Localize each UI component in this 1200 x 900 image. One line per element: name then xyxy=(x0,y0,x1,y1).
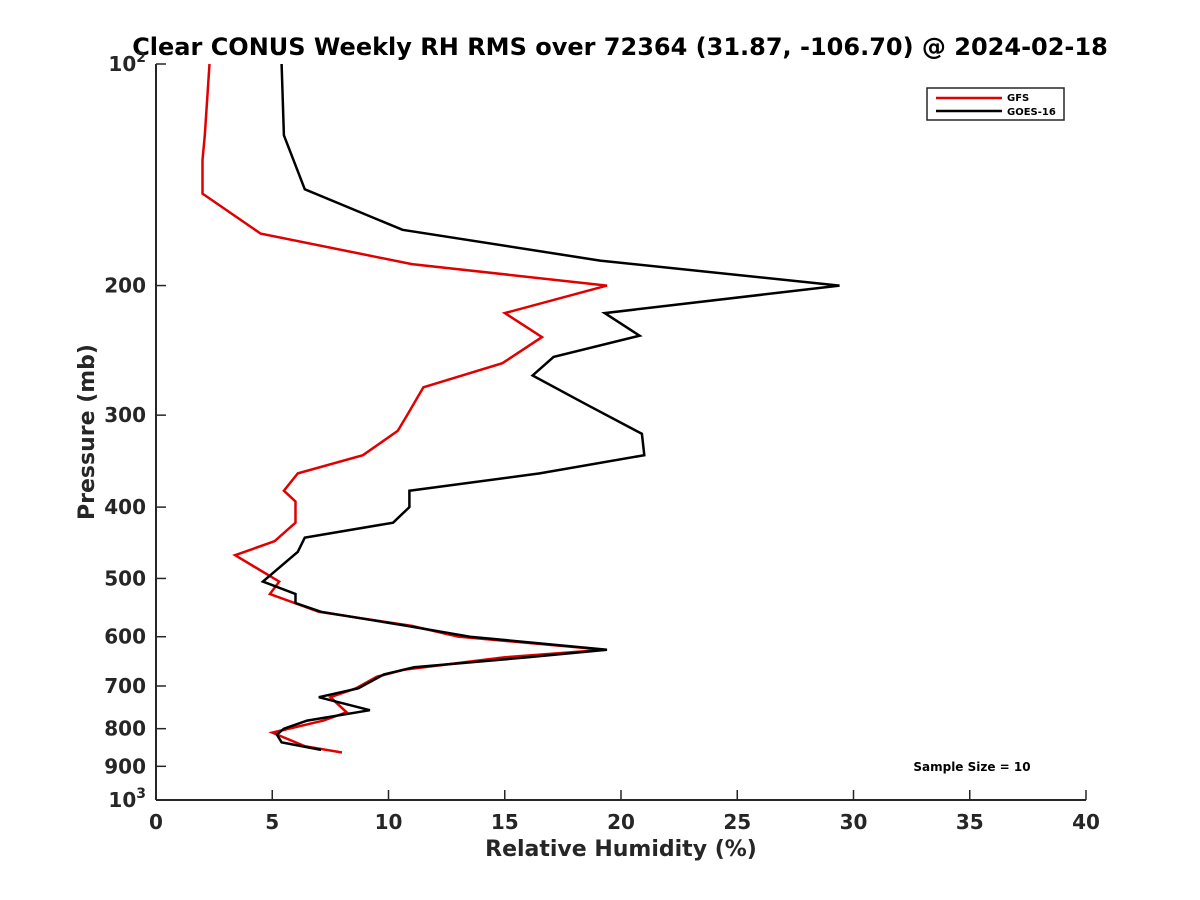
y-tick-label: 500 xyxy=(104,566,146,590)
plot-axes xyxy=(155,64,1086,801)
x-tick-label: 35 xyxy=(956,810,984,834)
y-tick-label: 102 xyxy=(108,50,146,76)
x-tick-label: 40 xyxy=(1072,810,1100,834)
series-layer xyxy=(201,63,840,754)
chart-title: Clear CONUS Weekly RH RMS over 72364 (31… xyxy=(132,33,1108,61)
x-tick-label: 25 xyxy=(723,810,751,834)
legend-box xyxy=(926,87,1065,121)
x-ticks: 0 5 10 15 20 25 30 35 40 xyxy=(149,790,1100,834)
y-tick-label: 400 xyxy=(104,495,146,519)
series-line-gfs xyxy=(201,63,608,754)
x-tick-label: 0 xyxy=(149,810,163,834)
legend-label-goes16: GOES-16 xyxy=(1007,107,1056,118)
legend-label-gfs: GFS xyxy=(1007,93,1029,104)
y-tick-label: 300 xyxy=(104,403,146,427)
x-axis-label: Relative Humidity (%) xyxy=(485,837,757,862)
sample-size-annotation: Sample Size = 10 xyxy=(913,760,1030,774)
x-tick-label: 20 xyxy=(607,810,635,834)
y-tick-label: 200 xyxy=(104,274,146,298)
y-tick-label: 600 xyxy=(104,625,146,649)
legend: GFS GOES-16 xyxy=(926,87,1065,121)
x-tick-label: 5 xyxy=(265,810,279,834)
series-line-goes16 xyxy=(260,63,840,752)
y-ticks: 102 200 300 400 500 600 700 800 900 103 xyxy=(104,50,166,812)
y-tick-label: 800 xyxy=(104,717,146,741)
y-axis-label: Pressure (mb) xyxy=(75,344,100,520)
y-tick-label: 700 xyxy=(104,674,146,698)
x-tick-label: 10 xyxy=(375,810,403,834)
y-tick-label: 103 xyxy=(108,786,146,812)
y-tick-label: 900 xyxy=(104,754,146,778)
x-tick-label: 30 xyxy=(840,810,868,834)
x-tick-label: 15 xyxy=(491,810,519,834)
